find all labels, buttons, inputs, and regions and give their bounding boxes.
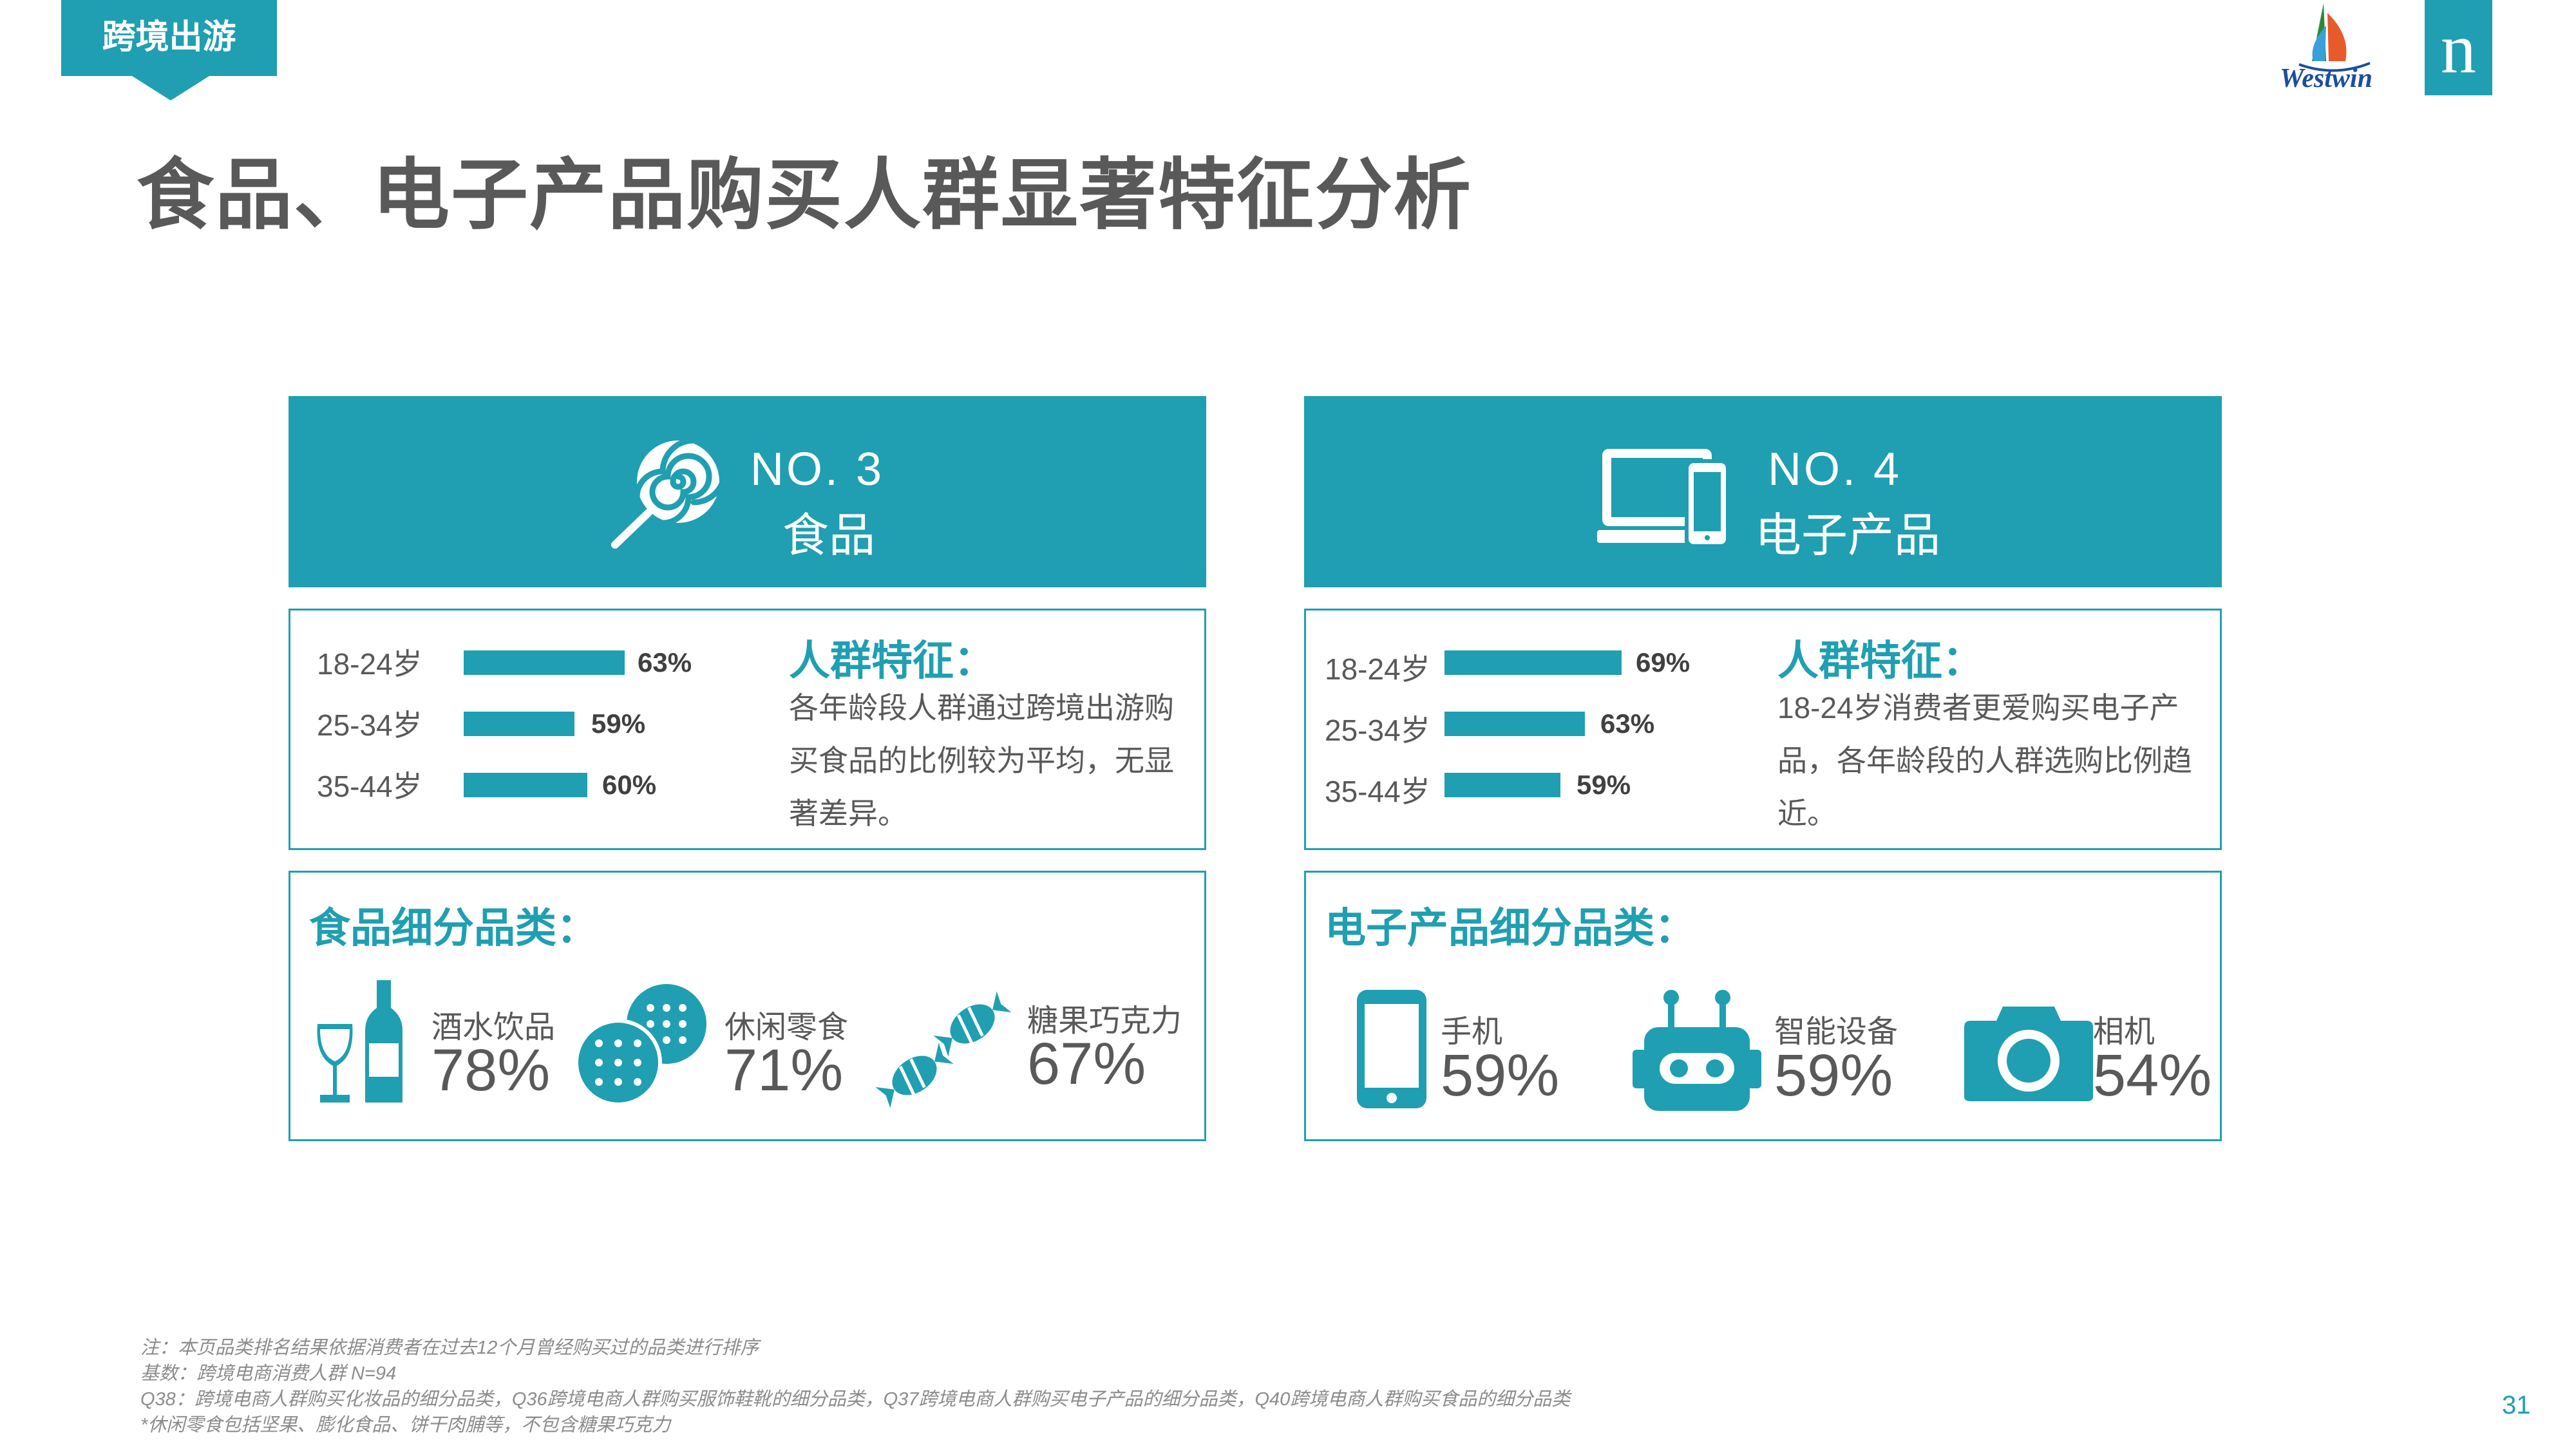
cookies-icon: [570, 979, 718, 1108]
electronics-age-bar: [1444, 650, 1622, 675]
page-number: 31: [2502, 1391, 2531, 1419]
electronics-age-value: 63%: [1600, 708, 1655, 739]
wine-bottle-icon: [312, 979, 406, 1108]
phone-icon: [1356, 989, 1430, 1111]
food-age-bar: [464, 650, 625, 675]
electronics-age-bar: [1444, 712, 1585, 736]
food-age-label: 25-34岁: [317, 708, 422, 742]
footnote: 注：本页品类排名结果依据消费者在过去12个月曾经购买过的品类进行排序: [140, 1338, 759, 1358]
food-item-value: 67%: [1027, 1031, 1146, 1097]
electronics-item-name: 相机: [2093, 1015, 2155, 1049]
section-tag-bg: [61, 0, 277, 76]
food-subcategory-box: [289, 871, 1206, 1141]
food-subcategory-title: 食品细分品类：: [309, 905, 598, 951]
section-tag: 跨境出游: [102, 19, 236, 56]
food-item-name: 糖果巧克力: [1027, 1004, 1182, 1038]
food-item-value: 71%: [724, 1037, 844, 1103]
food-age-bar: [464, 773, 587, 797]
electronics-age-value: 59%: [1577, 770, 1631, 800]
footnote: *休闲零食包括坚果、膨化食品、饼干肉脯等，不包含糖果巧克力: [140, 1415, 671, 1435]
robot-icon: [1633, 989, 1761, 1114]
electronics-header: [1304, 396, 2222, 587]
electronics-rank: NO. 4: [1768, 444, 1902, 495]
electronics-item-value: 59%: [1774, 1043, 1893, 1108]
camera-icon: [1964, 1001, 2093, 1101]
electronics-age-value: 69%: [1636, 647, 1690, 677]
electronics-feature-text: 18-24岁消费者更爱购买电子产品，各年龄段的人群选购比例趋近。: [1777, 691, 2192, 830]
food-age-value: 59%: [591, 708, 646, 739]
footnote: 基数：跨境电商消费人群 N=94: [140, 1363, 397, 1384]
electronics-age-box: [1304, 609, 2222, 850]
electronics-age-bar: [1444, 773, 1560, 797]
food-feature-text: 各年龄段人群通过跨境出游购买食品的比例较为平均，无显著差异。: [789, 691, 1174, 830]
food-age-bar: [464, 712, 574, 736]
electronics-item-value: 54%: [2093, 1043, 2212, 1108]
electronics-feature-title: 人群特征：: [1777, 638, 1984, 684]
food-item-name: 酒水饮品: [431, 1010, 556, 1045]
food-age-value: 63%: [638, 647, 692, 677]
food-age-box: [289, 609, 1206, 850]
food-item-name: 休闲零食: [724, 1010, 849, 1045]
electronics-category: 电子产品: [1755, 510, 1941, 562]
section-tag-pointer: [132, 76, 209, 100]
food-category: 食品: [782, 510, 876, 562]
westwin-logo: Westwin: [2273, 0, 2396, 97]
food-item-value: 78%: [431, 1037, 551, 1103]
electronics-subcategory-title: 电子产品细分品类：: [1325, 905, 1696, 951]
electronics-item-name: 智能设备: [1774, 1015, 1899, 1049]
footnote: Q38：跨境电商人群购买化妆品的细分品类，Q36跨境电商人群购买服饰鞋靴的细分品…: [140, 1389, 1571, 1410]
electronics-age-label: 25-34岁: [1325, 714, 1430, 747]
nielsen-logo: n: [2425, 0, 2492, 95]
food-age-value: 60%: [602, 770, 657, 800]
food-feature-title: 人群特征：: [789, 638, 995, 684]
nielsen-mark: n: [2441, 9, 2476, 88]
electronics-age-label: 35-44岁: [1325, 775, 1430, 808]
lollipop-icon: [609, 437, 728, 549]
electronics-age-label: 18-24岁: [1325, 652, 1430, 686]
food-header: [289, 396, 1206, 587]
candy-icon: [875, 979, 1012, 1121]
food-rank: NO. 3: [750, 444, 885, 495]
electronics-item-name: 手机: [1441, 1015, 1503, 1049]
food-age-label: 18-24岁: [317, 647, 422, 681]
electronics-item-value: 59%: [1441, 1043, 1560, 1108]
devices-icon: [1597, 448, 1732, 551]
westwin-wordmark: Westwin: [2280, 64, 2372, 93]
electronics-subcategory-box: [1304, 871, 2222, 1141]
page-title: 食品、电子产品购买人群显著特征分析: [137, 152, 1472, 238]
food-age-label: 35-44岁: [317, 770, 422, 803]
